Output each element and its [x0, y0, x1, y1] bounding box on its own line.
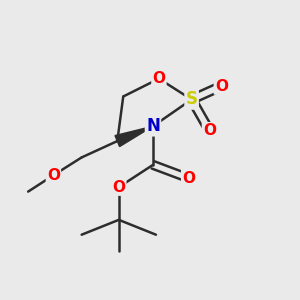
Text: O: O: [152, 71, 165, 86]
Text: O: O: [203, 123, 216, 138]
Text: N: N: [146, 117, 160, 135]
Text: O: O: [47, 168, 60, 183]
Polygon shape: [115, 126, 153, 147]
Text: O: O: [182, 171, 195, 186]
Text: O: O: [112, 180, 125, 195]
Text: O: O: [215, 79, 228, 94]
Text: S: S: [186, 91, 198, 109]
